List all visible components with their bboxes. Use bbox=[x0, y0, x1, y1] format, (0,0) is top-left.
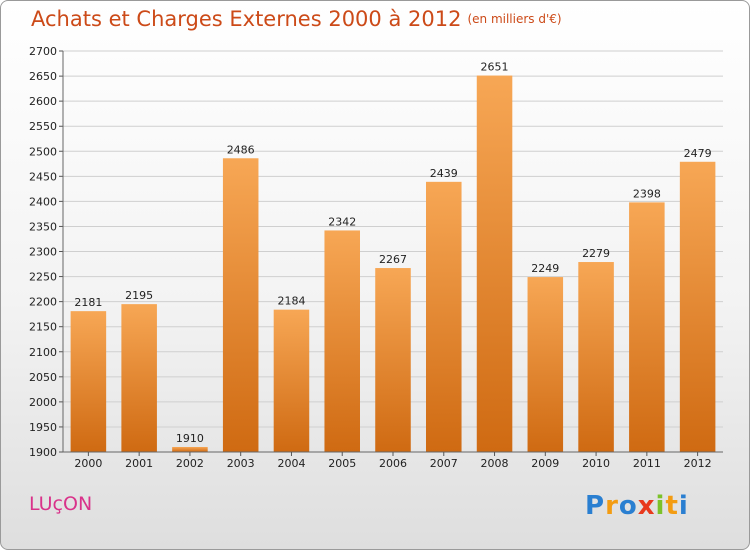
bar-value-label: 2267 bbox=[379, 253, 407, 266]
x-tick-label: 2005 bbox=[328, 457, 356, 470]
bar bbox=[426, 181, 462, 453]
y-tick-label: 1950 bbox=[29, 421, 57, 434]
x-tick-label: 2010 bbox=[582, 457, 610, 470]
y-axis: 1900 1950 2000 2050 2100 2150 2200 2250 2300 2350… bbox=[29, 45, 64, 459]
bar-value-label: 2439 bbox=[430, 167, 458, 180]
x-tick-label: 2001 bbox=[125, 457, 153, 470]
bar bbox=[629, 202, 665, 452]
bar-value-label: 2486 bbox=[227, 143, 255, 156]
y-tick-label: 2700 bbox=[29, 45, 57, 58]
x-tick-label: 2006 bbox=[379, 457, 407, 470]
chart-title: Achats et Charges Externes 2000 à 2012 (e… bbox=[31, 7, 562, 31]
x-tick-label: 2007 bbox=[430, 457, 458, 470]
bar-value-label: 2479 bbox=[684, 147, 712, 160]
bars: 2181 2195 1910 2486 2184 2342 2267 2439 2651 2249… bbox=[70, 61, 716, 453]
y-tick-label: 2050 bbox=[29, 371, 57, 384]
bar-value-label: 2279 bbox=[582, 247, 610, 260]
logo-letter: P bbox=[585, 491, 606, 521]
bar-value-label: 2249 bbox=[531, 262, 559, 275]
y-tick-label: 1900 bbox=[29, 446, 57, 459]
x-tick-label: 2002 bbox=[176, 457, 204, 470]
chart-title-text: Achats et Charges Externes 2000 à 2012 bbox=[31, 7, 462, 31]
y-tick-label: 2000 bbox=[29, 396, 57, 409]
chart-unit: (en milliers d'€) bbox=[467, 12, 562, 26]
bar bbox=[578, 262, 614, 452]
y-tick-label: 2600 bbox=[29, 95, 57, 108]
location-label: LUçON bbox=[29, 493, 93, 515]
bar bbox=[222, 158, 259, 452]
y-tick-label: 2350 bbox=[29, 220, 57, 233]
logo-letter: i bbox=[678, 491, 689, 521]
x-tick-label: 2009 bbox=[531, 457, 559, 470]
x-tick-label: 2012 bbox=[684, 457, 712, 470]
y-tick-label: 2100 bbox=[29, 346, 57, 359]
bar-value-label: 1910 bbox=[176, 432, 204, 445]
logo-letter: o bbox=[618, 491, 638, 521]
bar-value-label: 2184 bbox=[277, 295, 305, 308]
y-tick-label: 2400 bbox=[29, 195, 57, 208]
x-tick-label: 2011 bbox=[633, 457, 661, 470]
bar bbox=[324, 230, 360, 452]
y-tick-label: 2150 bbox=[29, 321, 57, 334]
y-tick-label: 2200 bbox=[29, 296, 57, 309]
bar bbox=[679, 161, 716, 452]
y-tick-label: 2550 bbox=[29, 120, 57, 133]
bar-value-label: 2342 bbox=[328, 215, 356, 228]
bar bbox=[375, 268, 411, 452]
y-tick-label: 2250 bbox=[29, 271, 57, 284]
bar-value-label: 2181 bbox=[74, 296, 102, 309]
x-tick-label: 2004 bbox=[277, 457, 305, 470]
logo-letter: x bbox=[637, 491, 656, 521]
y-tick-label: 2300 bbox=[29, 246, 57, 259]
x-tick-label: 2008 bbox=[481, 457, 509, 470]
y-tick-label: 2650 bbox=[29, 70, 57, 83]
bar-value-label: 2651 bbox=[481, 61, 509, 74]
bar bbox=[527, 277, 564, 452]
logo-letter: t bbox=[665, 491, 679, 521]
bar bbox=[172, 446, 208, 452]
bar bbox=[70, 311, 107, 452]
x-tick-label: 2003 bbox=[227, 457, 255, 470]
y-tick-label: 2450 bbox=[29, 170, 57, 183]
x-axis: 2000 2001 2002 2003 2004 2005 2006 2007 2008 2009… bbox=[63, 451, 723, 470]
y-tick-label: 2500 bbox=[29, 145, 57, 158]
bar bbox=[121, 304, 157, 452]
bar bbox=[273, 309, 310, 452]
bar bbox=[476, 75, 513, 452]
logo-letter: r bbox=[605, 491, 619, 521]
logo-letter: i bbox=[655, 491, 666, 521]
x-tick-label: 2000 bbox=[74, 457, 102, 470]
bar-value-label: 2195 bbox=[125, 289, 153, 302]
proxiti-logo: Proxiti bbox=[585, 491, 689, 521]
bar-value-label: 2398 bbox=[633, 187, 661, 200]
